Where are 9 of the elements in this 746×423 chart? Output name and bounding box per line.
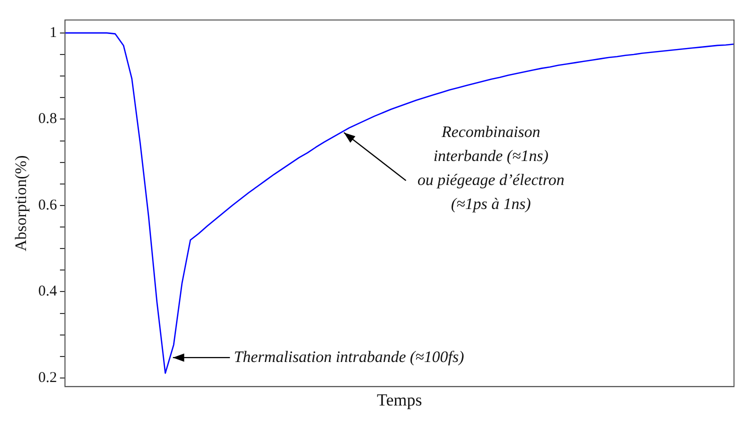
y-axis-title: Absorption(%): [12, 155, 30, 252]
y-tick-label: 0.6: [38, 197, 58, 214]
y-tick-label: 0.8: [38, 111, 57, 128]
x-axis-title: Temps: [376, 390, 422, 410]
y-tick-label: 0.2: [38, 370, 57, 386]
y-tick-label: 1: [49, 24, 57, 41]
y-tick-label: 0.4: [38, 284, 58, 300]
annotation: Thermalisation intrabande (≈100fs): [234, 348, 464, 366]
annotation: Recombinaison interbande (≈1ns) ou piégeage d’électron (≈1ps à 1ns): [417, 124, 564, 213]
